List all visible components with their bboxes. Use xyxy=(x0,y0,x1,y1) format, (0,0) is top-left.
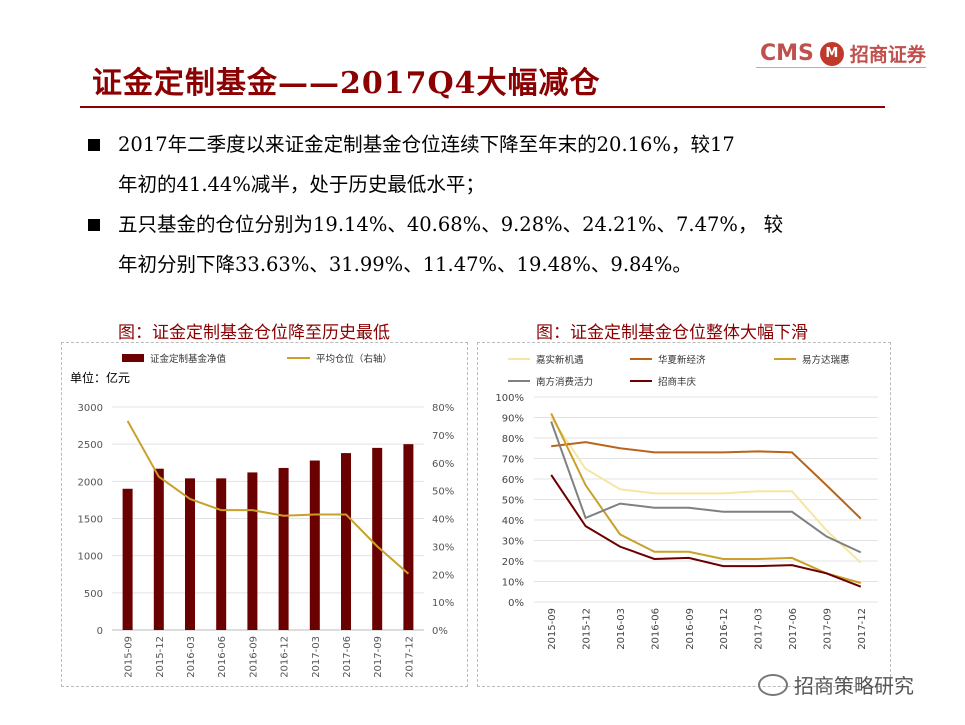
legend-label-avg: 平均仓位（右轴） xyxy=(316,353,392,365)
watermark: 招商策略研究 xyxy=(758,670,914,699)
legend-swatch-nav xyxy=(122,354,144,362)
x-tick: 2015-09 xyxy=(124,636,135,678)
logo-divider xyxy=(756,67,926,68)
bullet-line: 年初分别下降33.63%、31.99%、11.47%、19.48%、9.84%。 xyxy=(118,253,692,276)
wechat-icon xyxy=(758,673,788,696)
bullet-item: 五只基金的仓位分别为19.14%、40.68%、9.28%、24.21%、7.4… xyxy=(88,205,888,285)
left-chart-panel: 证金定制基金净值 平均仓位（右轴） 单位：亿元 0 500 1000 1500 2000 250… xyxy=(61,342,468,687)
y-tick: 30% xyxy=(502,537,524,548)
y-tick: 50% xyxy=(502,496,524,507)
x-tick: 2017-12 xyxy=(857,608,868,650)
series-line xyxy=(550,412,862,584)
bullet-line: 年初的41.44%减半，处于历史最低水平； xyxy=(118,173,485,196)
y-tick-right: 10% xyxy=(432,598,454,609)
y-tick: 90% xyxy=(502,414,524,425)
x-tick: 2015-09 xyxy=(547,608,558,650)
x-tick: 2016-09 xyxy=(685,608,696,650)
x-tick: 2017-09 xyxy=(822,608,833,650)
bar xyxy=(153,468,164,630)
series-line xyxy=(551,441,862,520)
y-tick: 100% xyxy=(495,393,524,404)
y-tick: 60% xyxy=(502,475,524,486)
x-tick: 2017-03 xyxy=(311,636,322,678)
slide-title: 证金定制基金——2017Q4大幅减仓 xyxy=(92,66,601,101)
bullet-line: 五只基金的仓位分别为19.14%、40.68%、9.28%、24.21%、7.4… xyxy=(118,213,784,236)
bar xyxy=(278,467,289,630)
bar xyxy=(247,472,258,630)
bar xyxy=(122,488,133,630)
y-tick: 10% xyxy=(502,578,524,589)
y-tick: 40% xyxy=(502,516,524,527)
unit-label: 单位：亿元 xyxy=(70,370,130,385)
left-chart: 证金定制基金净值 平均仓位（右轴） 单位：亿元 0 500 1000 1500 2000 250… xyxy=(70,353,454,678)
y-tick-left: 500 xyxy=(84,589,103,600)
bar xyxy=(403,444,414,630)
x-tick: 2016-06 xyxy=(650,608,661,650)
title-divider xyxy=(80,106,885,108)
legend-label: 招商丰庆 xyxy=(658,376,697,388)
y-tick-right: 80% xyxy=(432,403,454,414)
y-tick-right: 40% xyxy=(432,515,454,526)
y-tick-right: 30% xyxy=(432,542,454,553)
y-tick-left: 3000 xyxy=(78,403,103,414)
x-tick: 2017-06 xyxy=(342,636,353,678)
y-tick-right: 20% xyxy=(432,570,454,581)
bar xyxy=(341,453,351,630)
bullet-square-icon xyxy=(88,139,100,151)
x-tick: 2016-06 xyxy=(217,636,228,678)
bar xyxy=(372,447,383,630)
y-tick: 80% xyxy=(502,434,524,445)
logo-company-name: 招商证券 xyxy=(849,44,926,66)
logo-mark-icon: M xyxy=(819,41,844,66)
series-line xyxy=(550,416,862,564)
bullet-item: 2017年二季度以来证金定制基金仓位连续下降至年末的20.16%，较17 年初的… xyxy=(88,125,888,205)
y-tick-left: 2500 xyxy=(78,440,103,451)
bullet-list: 2017年二季度以来证金定制基金仓位连续下降至年末的20.16%，较17 年初的… xyxy=(88,125,888,285)
bullet-square-icon xyxy=(88,219,100,231)
bar xyxy=(216,478,227,630)
y-tick-right: 70% xyxy=(432,431,454,442)
legend-label: 嘉实新机遇 xyxy=(536,354,584,366)
y-tick: 20% xyxy=(502,557,524,568)
legend-label: 南方消费活力 xyxy=(536,376,593,388)
bullet-line: 2017年二季度以来证金定制基金仓位连续下降至年末的20.16%，较17 xyxy=(118,133,735,156)
logo-cms-text: CMS xyxy=(760,41,814,66)
y-tick-right: 60% xyxy=(432,459,454,470)
y-tick-left: 1500 xyxy=(78,515,103,526)
watermark-text: 招商策略研究 xyxy=(794,674,914,698)
left-chart-caption: 图：证金定制基金仓位降至历史最低 xyxy=(118,323,390,343)
legend-label: 易方达瑞惠 xyxy=(802,354,850,366)
y-tick-left: 1000 xyxy=(78,552,103,563)
y-tick-left: 0 xyxy=(97,626,103,637)
right-chart-panel: 嘉实新机遇 华夏新经济 易方达瑞惠南方消费活力 招商丰庆 0% 10% 20% 30% 40% 5… xyxy=(477,342,891,687)
avg-line xyxy=(126,420,410,575)
y-tick: 0% xyxy=(508,598,524,609)
right-chart-caption: 图：证金定制基金仓位整体大幅下滑 xyxy=(536,323,808,343)
y-tick-right: 0% xyxy=(432,626,448,637)
x-tick: 2016-03 xyxy=(186,636,197,678)
bar xyxy=(309,460,320,630)
x-tick: 2015-12 xyxy=(582,608,593,650)
x-tick: 2016-12 xyxy=(280,636,291,678)
company-logo: CMS M 招商证券 xyxy=(760,40,926,67)
legend-label-nav: 证金定制基金净值 xyxy=(150,353,227,365)
x-tick: 2017-03 xyxy=(754,608,765,650)
x-tick: 2016-12 xyxy=(719,608,730,650)
bar xyxy=(185,478,195,630)
y-tick-right: 50% xyxy=(432,487,454,498)
series-line xyxy=(550,474,862,588)
x-tick: 2015-12 xyxy=(155,636,166,678)
x-tick: 2016-03 xyxy=(616,608,627,650)
x-tick: 2017-06 xyxy=(788,608,799,650)
x-tick: 2017-12 xyxy=(404,636,415,678)
y-tick-left: 2000 xyxy=(78,477,103,488)
x-tick: 2017-09 xyxy=(373,636,384,678)
legend-label: 华夏新经济 xyxy=(658,354,706,366)
y-tick: 70% xyxy=(502,455,524,466)
x-tick: 2016-09 xyxy=(248,636,259,678)
series-line xyxy=(550,421,862,554)
